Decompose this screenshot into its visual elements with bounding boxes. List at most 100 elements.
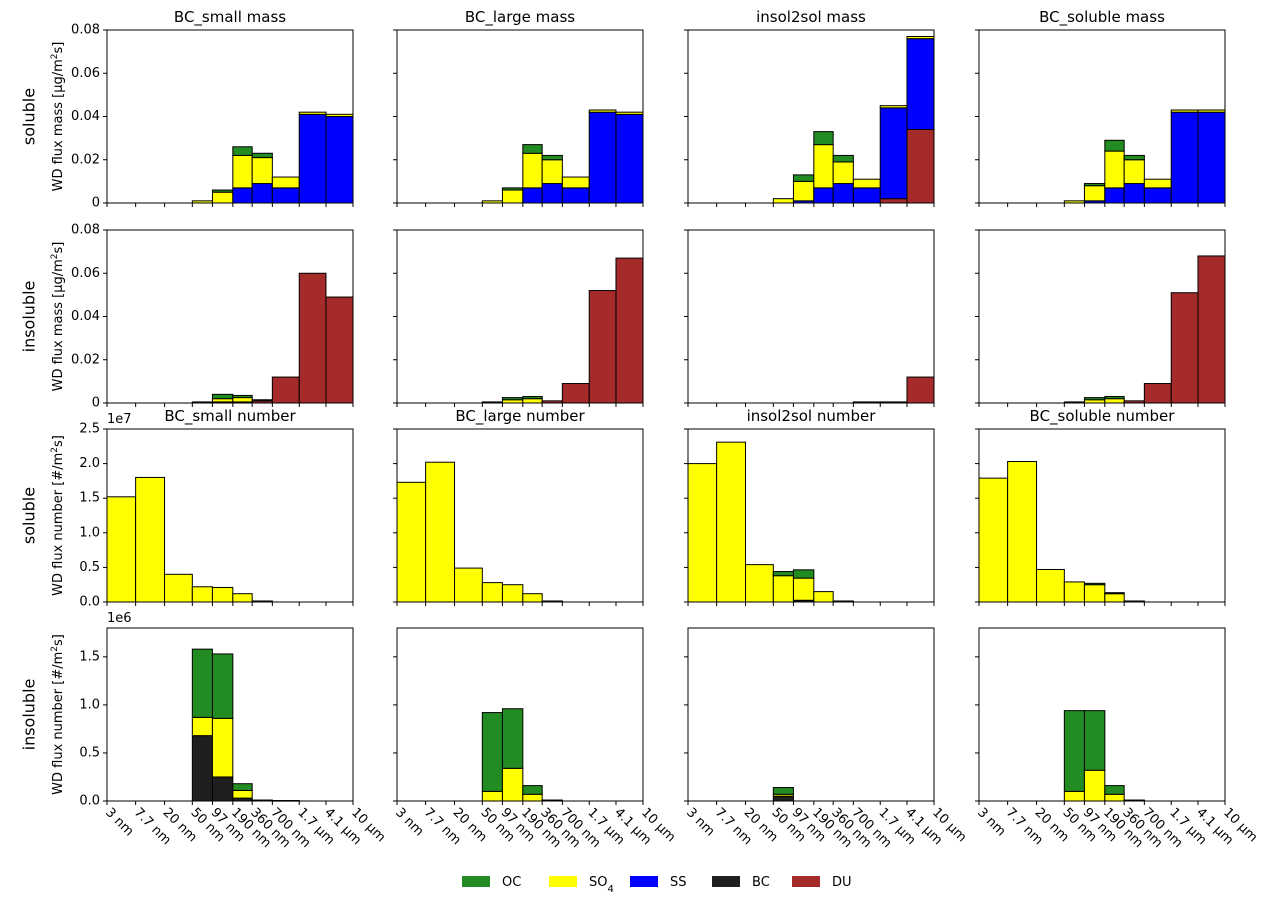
y-axis-label: WD flux number [#/m2s]	[50, 435, 66, 596]
bar-segment-ss	[1197, 111, 1226, 204]
legend-swatch-du	[792, 876, 820, 887]
x-tick-label: 3 nm	[392, 805, 426, 839]
y-tick-label: 0.02	[71, 152, 100, 167]
subplot: BC_soluble number	[975, 407, 1226, 606]
bar-segment-so4	[813, 144, 834, 189]
bar-segment-ss	[1170, 111, 1199, 204]
bar-segment-oc	[501, 187, 524, 191]
bar-segment-oc	[501, 397, 524, 401]
subplot-title: BC_large mass	[465, 8, 575, 27]
bar-segment-so4	[1197, 109, 1226, 113]
legend: OC SO4 SS BC DU	[462, 875, 852, 895]
bar-segment-oc	[522, 785, 543, 795]
bar-segment-so4	[211, 717, 234, 778]
bar-segment-oc	[792, 174, 815, 182]
bar-segment-ss	[271, 187, 300, 204]
bar-segment-so4	[772, 198, 794, 204]
bar-segment-du	[561, 383, 590, 404]
y-tick-label: 0.04	[71, 109, 100, 124]
bar-segment-so4	[191, 716, 213, 737]
legend-swatch-bc	[712, 876, 740, 887]
y-tick-label: 0.06	[71, 66, 100, 81]
subplot-title: insol2sol mass	[756, 8, 866, 26]
bar-segment-du	[1170, 292, 1199, 404]
bar-segment-oc	[501, 708, 524, 769]
bar-segment-so4	[687, 463, 718, 603]
subplot-title: BC_small mass	[174, 8, 286, 27]
row-label: soluble	[20, 88, 39, 145]
x-tick-label: 3 nm	[974, 805, 1008, 839]
panel-grid: soluble WD flux mass [μg/m2s] BC_small mas…	[20, 8, 1261, 851]
subplot-title: BC_soluble mass	[1039, 8, 1165, 27]
bar-segment-ss	[522, 187, 543, 204]
bar-segment-oc	[1104, 785, 1125, 795]
subplot	[975, 229, 1226, 407]
bar-segment-so4	[1083, 584, 1106, 603]
bar-segment-so4	[906, 35, 935, 40]
bar-segment-so4	[135, 476, 166, 603]
bar-segment-so4	[1143, 178, 1172, 189]
y-tick-label: 0.0	[79, 595, 100, 610]
bar-segment-so4	[522, 793, 543, 802]
bar-segment-bc	[191, 735, 213, 802]
bar-segment-so4	[772, 575, 794, 603]
subplot: BC_small mass 0 0.02 0.04 0.06 0.08	[71, 8, 354, 211]
legend-label-du: DU	[832, 875, 852, 890]
bar-segment-oc	[1083, 397, 1106, 401]
y-scale-offset: 1e7	[107, 412, 132, 427]
y-tick-label: 0.0	[79, 794, 100, 809]
bar-segment-so4	[1036, 568, 1065, 603]
bar-segment-so4	[501, 767, 524, 802]
subplot: BC_large mass	[393, 8, 644, 207]
bar-segment-ss	[541, 183, 563, 204]
bar-segment-so4	[852, 178, 881, 189]
bar-segment-so4	[271, 176, 300, 189]
subplot: insol2sol mass	[684, 8, 935, 207]
bar-segment-so4	[325, 113, 354, 118]
bar-segment-so4	[615, 111, 644, 115]
legend-swatch-oc	[462, 876, 490, 887]
bar-segment-oc	[191, 648, 213, 718]
bar-segment-oc	[211, 393, 234, 400]
subplot	[393, 229, 644, 407]
bar-segment-so4	[454, 567, 483, 603]
bar-segment-so4	[232, 789, 253, 799]
bar-segment-so4	[298, 111, 327, 115]
bar-segment-oc	[481, 712, 503, 792]
y-tick-label: 0.08	[71, 23, 100, 38]
y-axis-label: WD flux mass [μg/m2s]	[50, 242, 66, 392]
bar-segment-so4	[251, 157, 273, 185]
y-tick-label: 1.5	[79, 649, 100, 664]
y-tick-label: 1.5	[79, 491, 100, 506]
bar-segment-du	[325, 296, 354, 404]
legend-swatch-so4	[549, 876, 577, 887]
bar-segment-oc	[1063, 710, 1085, 792]
bar-segment-oc	[1083, 183, 1106, 187]
bar-segment-so4	[425, 461, 456, 603]
bar-segment-ss	[852, 187, 881, 204]
subplot-title: BC_soluble number	[1030, 407, 1176, 426]
y-tick-label: 0.5	[79, 745, 100, 760]
bar-segment-so4	[1063, 581, 1085, 603]
bar-segment-so4	[1104, 398, 1125, 404]
axes-frame	[687, 428, 935, 603]
bar-segment-ss	[813, 187, 834, 204]
axes-frame	[396, 627, 644, 802]
legend-label-bc: BC	[752, 875, 770, 890]
bar-segment-du	[879, 198, 908, 204]
bar-segment-oc	[813, 131, 834, 146]
y-tick-label: 0.08	[71, 223, 100, 238]
bar-segment-so4	[522, 152, 543, 189]
bar-segment-oc	[1083, 582, 1106, 586]
bar-segment-du	[298, 272, 327, 404]
bar-segment-so4	[106, 496, 137, 603]
bar-segment-so4	[522, 398, 543, 404]
bar-segment-oc	[832, 154, 854, 163]
subplot-title: BC_small number	[164, 407, 296, 426]
bar-segment-oc	[1104, 592, 1125, 595]
bar-segment-oc	[1083, 710, 1106, 771]
